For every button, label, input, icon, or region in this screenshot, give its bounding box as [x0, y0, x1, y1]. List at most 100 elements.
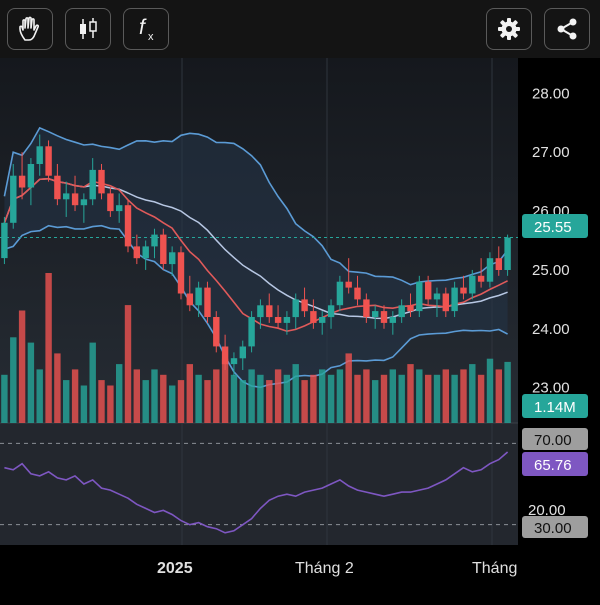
candle-body — [204, 287, 211, 317]
bollinger-upper-line — [3, 126, 509, 286]
chart-area[interactable]: 28.00 27.00 26.00 25.00 24.00 23.00 25.55 1.1… — [0, 58, 600, 600]
candle-body — [336, 281, 344, 306]
share-icon — [557, 18, 577, 40]
moving-average-red-line — [3, 177, 508, 333]
pan-tool-button[interactable] — [7, 8, 53, 50]
volume-bar — [230, 374, 238, 423]
volume-bar — [18, 310, 26, 423]
volume-bar — [160, 374, 167, 423]
current-price-label: 25.55 — [534, 219, 572, 236]
candle-body — [495, 258, 502, 270]
volume-bar — [142, 380, 149, 423]
candle-body — [142, 246, 149, 259]
candle-body — [1, 222, 8, 259]
volume-bar — [107, 385, 114, 423]
volume-bar — [36, 369, 43, 423]
current-price-badge — [522, 214, 588, 238]
volume-bar — [460, 369, 467, 423]
volume-bar — [354, 374, 361, 423]
candle-body — [221, 346, 229, 365]
candle-body — [372, 311, 379, 317]
volume-bar — [345, 353, 352, 423]
bottom-strip — [0, 585, 600, 600]
function-subglyph: x — [148, 31, 154, 43]
candle-body — [433, 293, 441, 300]
volume-bar — [239, 380, 246, 423]
candle-body — [98, 169, 105, 194]
volume-bar — [469, 364, 476, 423]
settings-button[interactable] — [486, 8, 532, 50]
volume-bar — [133, 369, 140, 423]
candle-body — [18, 175, 26, 188]
volume-bar — [266, 380, 273, 423]
volume-bar — [213, 369, 220, 423]
chart-type-button[interactable] — [65, 8, 111, 50]
volume-bar — [301, 380, 308, 423]
volume-bar — [274, 369, 282, 423]
volume-bar — [319, 369, 326, 423]
volume-bar — [45, 273, 52, 423]
volume-bar — [151, 369, 158, 423]
volume-bar — [1, 374, 8, 423]
volume-bar — [54, 353, 61, 423]
function-glyph: f — [139, 16, 147, 39]
volume-bar — [186, 364, 193, 423]
toolbar: f x — [0, 0, 600, 58]
candle-body — [107, 193, 114, 212]
rsi-indicator — [0, 442, 518, 534]
volume-bar — [80, 385, 88, 423]
candle-body — [504, 237, 511, 270]
volume-bar — [204, 380, 211, 423]
volume-bar — [116, 364, 123, 423]
candle-body — [177, 252, 185, 294]
volume-bar — [257, 374, 264, 423]
candle-body — [248, 317, 255, 347]
candle-body — [160, 234, 167, 264]
candle-body — [133, 246, 140, 259]
volume-bar — [398, 374, 405, 423]
moving-averages — [0, 177, 518, 333]
candle-body — [416, 281, 423, 312]
price-tick-label: 23.00 — [532, 380, 570, 397]
x-label-month-3: Tháng — [472, 560, 517, 577]
candle-body — [283, 317, 291, 323]
share-button[interactable] — [544, 8, 590, 50]
volume-bar — [10, 337, 17, 423]
rsi-line — [4, 451, 509, 534]
candle-body — [469, 275, 476, 294]
price-tick-label: 25.00 — [532, 262, 570, 279]
volume-bar — [407, 364, 414, 423]
candle-body — [124, 205, 132, 247]
volume-bar — [363, 369, 370, 423]
candle-body — [274, 317, 282, 323]
volume-bar — [248, 369, 255, 423]
volume-bar — [327, 374, 335, 423]
candle-body — [292, 299, 299, 318]
candle-body — [239, 346, 246, 359]
volume-bar — [283, 374, 291, 423]
volume-bar — [71, 369, 79, 423]
volume-bar — [89, 342, 96, 423]
indicators-button[interactable]: f x — [123, 8, 169, 50]
price-tick-label: 28.00 — [532, 85, 570, 102]
candle-body — [36, 146, 43, 164]
volume-bar — [442, 369, 449, 423]
bollinger-lower-line — [4, 224, 508, 389]
volume-bars — [1, 273, 511, 423]
candle-body — [380, 311, 388, 323]
volume-bar — [310, 374, 317, 423]
volume-bar — [486, 358, 494, 423]
volume-bar — [177, 380, 185, 423]
volume-bar — [416, 369, 423, 423]
rsi-lower-label: 30.00 — [534, 520, 572, 537]
candle-body — [460, 287, 467, 294]
candle-body — [407, 305, 414, 312]
candle-body — [477, 275, 485, 282]
rsi-lower-badge — [522, 516, 588, 538]
candle-body — [301, 299, 308, 312]
candle-body — [186, 293, 193, 306]
candle-body — [27, 164, 35, 188]
volume-bar — [221, 358, 229, 423]
volume-bar — [124, 305, 132, 423]
